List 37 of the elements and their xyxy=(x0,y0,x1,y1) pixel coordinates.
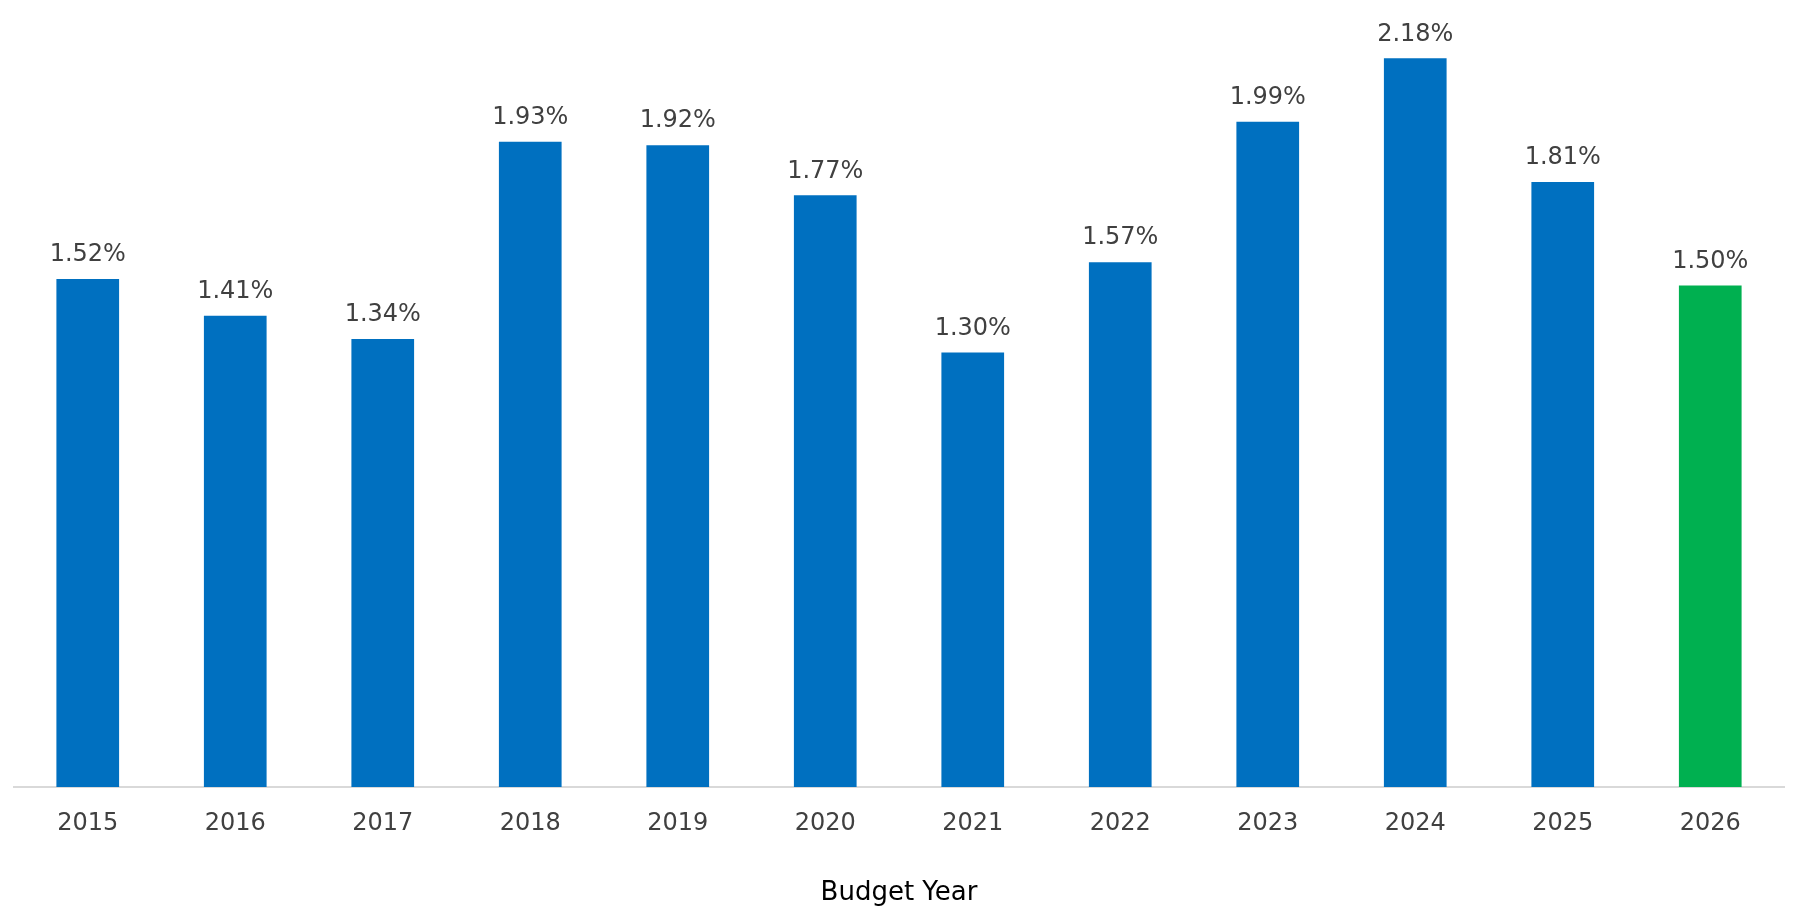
bar xyxy=(351,339,415,787)
data-label: 1.92% xyxy=(639,105,716,134)
x-tick-label: 2026 xyxy=(1679,807,1741,836)
bar xyxy=(1678,285,1742,787)
data-label: 1.50% xyxy=(1672,245,1749,274)
data-label: 2.18% xyxy=(1377,18,1454,47)
x-tick-label: 2016 xyxy=(204,807,266,836)
x-tick-label: 2021 xyxy=(942,807,1004,836)
bar xyxy=(1236,121,1300,787)
x-tick-label: 2019 xyxy=(647,807,709,836)
data-label: 1.52% xyxy=(49,239,126,268)
bar xyxy=(56,278,120,787)
bar xyxy=(1531,181,1595,787)
data-label: 1.77% xyxy=(787,155,864,184)
bar xyxy=(498,141,562,787)
bar xyxy=(941,352,1005,787)
x-tick-label: 2018 xyxy=(499,807,561,836)
bar xyxy=(1088,262,1152,787)
x-tick-label: 2024 xyxy=(1384,807,1446,836)
bar xyxy=(1383,58,1447,787)
data-label: 1.34% xyxy=(344,299,421,328)
data-label: 1.30% xyxy=(934,312,1011,341)
x-tick-label: 2017 xyxy=(352,807,414,836)
data-label: 1.99% xyxy=(1229,82,1306,111)
bar xyxy=(646,145,710,787)
x-axis-title: Budget Year xyxy=(820,876,978,907)
bar xyxy=(203,315,267,787)
data-label: 1.57% xyxy=(1082,222,1159,251)
data-label: 1.93% xyxy=(492,102,569,131)
x-tick-label: 2020 xyxy=(794,807,856,836)
x-tick-label: 2022 xyxy=(1089,807,1151,836)
x-tick-label: 2023 xyxy=(1237,807,1299,836)
data-label: 1.81% xyxy=(1524,142,1601,171)
x-tick-label: 2015 xyxy=(57,807,119,836)
bar xyxy=(793,195,857,787)
x-tick-label: 2025 xyxy=(1532,807,1594,836)
data-label: 1.41% xyxy=(197,275,274,304)
